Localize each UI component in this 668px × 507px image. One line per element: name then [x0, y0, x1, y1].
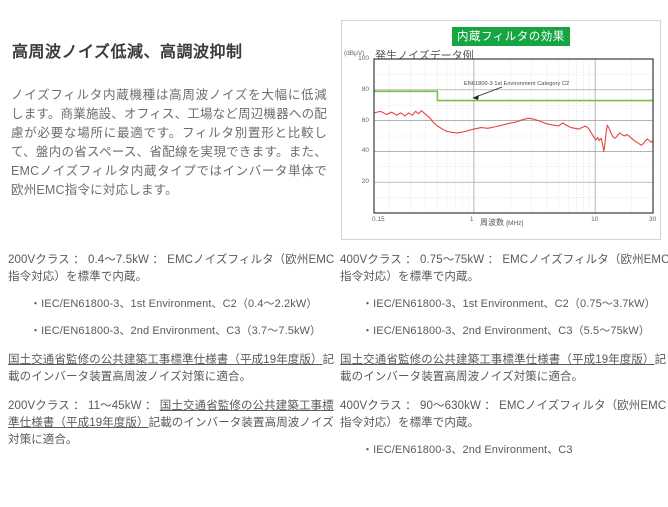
spec-block: 国土交通省監修の公共建築工事標準仕様書（平成19年度版）記載のインバータ装置高周… — [8, 352, 338, 386]
spec-block: 200Vクラス ： 11〜45kW ： 国土交通省監修の公共建築工事標準仕様書（… — [8, 398, 338, 449]
chart-y-unit-label: (dBμV) — [344, 50, 365, 57]
spec-block: 国土交通省監修の公共建築工事標準仕様書（平成19年度版）記載のインバータ装置高周… — [340, 352, 668, 386]
chart-series-1 — [373, 110, 654, 152]
x-axis-label-text: 周波数 — [480, 218, 507, 227]
chart-series-0 — [373, 90, 654, 102]
spec-bullet-item: ・IEC/EN61800-3、2nd Environment、C3 — [362, 444, 573, 456]
page-title: 高周波ノイズ低減、高調波抑制 — [12, 43, 243, 61]
y-axis-tick-label: 60 — [361, 116, 369, 124]
x-axis-tick-label: 1 — [469, 216, 474, 223]
spec-lead-plain: 400Vクラス ： 90〜630kW ： EMCノイズフィルタ（欧州EMC指令対… — [340, 400, 667, 429]
spec-lead-text: 国土交通省監修の公共建築工事標準仕様書（平成19年度版）記載のインバータ装置高周… — [8, 352, 338, 386]
spec-lead-plain: 400Vクラス ： 0.75〜75kW ： EMCノイズフィルタ（欧州EMC指令… — [340, 254, 668, 283]
spec-bullet-item: ・IEC/EN61800-3、1st Environment、C2（0.4〜2.… — [30, 298, 318, 310]
x-axis-tick-label: 0.15 — [372, 216, 385, 223]
spec-lead-underlined: 国土交通省監修の公共建築工事標準仕様書（平成19年度版） — [340, 354, 655, 366]
spec-lead-text: 200Vクラス ： 11〜45kW ： 国土交通省監修の公共建築工事標準仕様書（… — [8, 398, 338, 449]
spec-lead-suffix: 記載のインバータ装置高周波ノイズ対策に適合。 — [340, 354, 667, 383]
spec-column-right: 400Vクラス ： 0.75〜75kW ： EMCノイズフィルタ（欧州EMC指令… — [340, 252, 668, 471]
noise-chart-panel: 内蔵フィルタの効果 (dBμV) 発生ノイズデータ例 100 80 60 40 20 0.… — [341, 20, 661, 240]
y-axis-tick-label: 100 — [358, 55, 369, 62]
spec-lead-suffix: 記載のインバータ装置高周波ノイズ対策に適合。 — [8, 354, 335, 383]
spec-columns: 200Vクラス ： 0.4〜7.5kW ： EMCノイズフィルタ（欧州EMC指令… — [0, 252, 668, 507]
spec-lead-suffix: 記載のインバータ装置高周波ノイズ対策に適合。 — [8, 417, 334, 446]
y-axis-tick-label: 40 — [361, 147, 369, 155]
spec-block: 400Vクラス ： 90〜630kW ： EMCノイズフィルタ（欧州EMC指令対… — [340, 398, 668, 459]
spec-lead-text: 400Vクラス ： 0.75〜75kW ： EMCノイズフィルタ（欧州EMC指令… — [340, 252, 668, 286]
annotation-arrow-head — [473, 95, 479, 100]
y-axis-tick-label: 20 — [361, 178, 369, 186]
y-axis-tick-label: 80 — [361, 85, 369, 93]
spec-lead-plain: 200Vクラス ： 0.4〜7.5kW ： EMCノイズフィルタ（欧州EMC指令… — [8, 254, 335, 283]
spec-lead-plain: 200Vクラス ： 11〜45kW ： — [8, 400, 160, 412]
spec-lead-text: 400Vクラス ： 90〜630kW ： EMCノイズフィルタ（欧州EMC指令対… — [340, 398, 668, 432]
spec-lead-underlined: 国土交通省監修の公共建築工事標準仕様書（平成19年度版） — [8, 354, 323, 366]
spec-bullet-item: ・IEC/EN61800-3、2nd Environment、C3（5.5〜75… — [362, 325, 650, 337]
spec-bullet-item: ・IEC/EN61800-3、1st Environment、C2（0.75〜3… — [362, 298, 656, 310]
chart-svg — [373, 58, 654, 214]
x-axis-label: 周波数 [MHz] — [480, 217, 523, 228]
spec-lead-text: 国土交通省監修の公共建築工事標準仕様書（平成19年度版）記載のインバータ装置高周… — [340, 352, 668, 386]
spec-bullet-item: ・IEC/EN61800-3、2nd Environment、C3（3.7〜7.… — [30, 325, 322, 337]
x-axis-tick-label: 10 — [591, 216, 599, 223]
plot-background — [374, 59, 653, 213]
chart-plot-area: 100 80 60 40 20 0.15 1 10 30 周波数 [MHz] — [342, 21, 662, 241]
x-axis-tick-label: 30 — [649, 216, 657, 223]
chart-annotation-label: EN61800-3 1st Environment Category C2 — [464, 81, 570, 87]
spec-lead-underlined: 国土交通省監修の公共建築工事標準仕様書（平成19年度版） — [8, 400, 334, 429]
chart-banner-label: 内蔵フィルタの効果 — [452, 27, 570, 46]
intro-paragraph: ノイズフィルタ内蔵機種は高周波ノイズを大幅に低減します。商業施設、オフィス、工場… — [11, 87, 328, 197]
plot-frame — [373, 58, 654, 214]
top-section: 高周波ノイズ低減、高調波抑制 ノイズフィルタ内蔵機種は高周波ノイズを大幅に低減し… — [0, 0, 668, 250]
x-axis-unit-text: [MHz] — [506, 220, 524, 227]
spec-column-left: 200Vクラス ： 0.4〜7.5kW ： EMCノイズフィルタ（欧州EMC指令… — [8, 252, 338, 461]
spec-lead-text: 200Vクラス ： 0.4〜7.5kW ： EMCノイズフィルタ（欧州EMC指令… — [8, 252, 338, 286]
spec-block: 200Vクラス ： 0.4〜7.5kW ： EMCノイズフィルタ（欧州EMC指令… — [8, 252, 338, 340]
spec-block: 400Vクラス ： 0.75〜75kW ： EMCノイズフィルタ（欧州EMC指令… — [340, 252, 668, 340]
